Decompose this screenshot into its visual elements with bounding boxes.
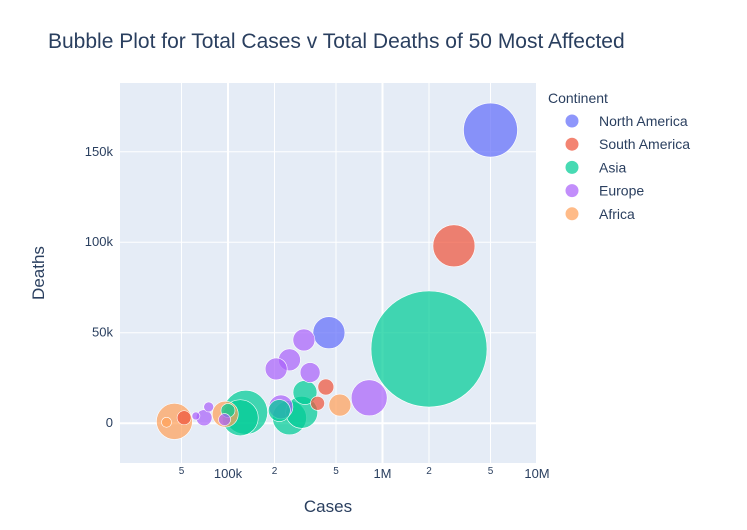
x-tick-label: 10M <box>524 466 549 481</box>
bubble-north-america <box>463 102 518 158</box>
x-tick-label: 2 <box>272 466 278 477</box>
legend-marker-europe <box>565 184 579 198</box>
legend: North America South America Asia Europe Afri… <box>565 113 690 222</box>
x-axis-title: Cases <box>304 497 352 516</box>
bubble-europe <box>264 357 288 381</box>
x-tick-label: 5 <box>179 466 185 477</box>
legend-marker-north-america <box>565 114 579 128</box>
x-tick-label: 1M <box>373 466 391 481</box>
x-tick-label: 100k <box>214 466 243 481</box>
legend-label-asia: Asia <box>599 159 626 175</box>
bubbles-layer <box>156 102 518 440</box>
bubble-asia <box>370 290 488 408</box>
legend-marker-africa <box>565 207 579 221</box>
x-tick-label: 5 <box>333 466 339 477</box>
bubble-south-america <box>317 378 335 396</box>
legend-label-europe: Europe <box>599 183 644 199</box>
bubbles-clip-group <box>156 102 518 440</box>
y-tick-label: 100k <box>85 234 114 249</box>
bubble-europe <box>292 328 316 352</box>
legend-marker-south-america <box>565 137 579 151</box>
bubble-europe <box>191 411 201 421</box>
bubble-europe <box>218 413 231 426</box>
bubble-africa <box>328 393 352 417</box>
legend-label-south-america: South America <box>599 136 690 152</box>
x-tick-label: 5 <box>488 466 494 477</box>
y-tick-label: 50k <box>92 325 113 340</box>
bubble-south-america <box>432 224 476 268</box>
y-tick-label: 0 <box>106 415 113 430</box>
bubble-north-america <box>312 316 346 350</box>
chart-title: Bubble Plot for Total Cases v Total Deat… <box>48 30 625 53</box>
plot-area <box>120 83 537 463</box>
x-tick-label: 2 <box>426 466 432 477</box>
legend-label-africa: Africa <box>599 206 635 222</box>
bubble-africa <box>161 416 172 428</box>
legend-title: Continent <box>548 90 608 106</box>
y-tick-label: 150k <box>85 144 114 159</box>
bubble-europe <box>299 362 321 383</box>
bubble-south-america <box>310 395 325 411</box>
legend-marker-asia <box>565 160 579 174</box>
axis-ticks: 5 100k 2 5 1M 2 5 10M 0 50k 100k 150k <box>85 144 550 481</box>
bubble-europe <box>203 401 214 413</box>
bubble-asia <box>268 399 291 422</box>
legend-label-north-america: North America <box>599 113 688 129</box>
y-axis-title: Deaths <box>29 246 48 300</box>
bubble-south-america <box>176 410 192 426</box>
bubble-europe <box>350 379 388 417</box>
